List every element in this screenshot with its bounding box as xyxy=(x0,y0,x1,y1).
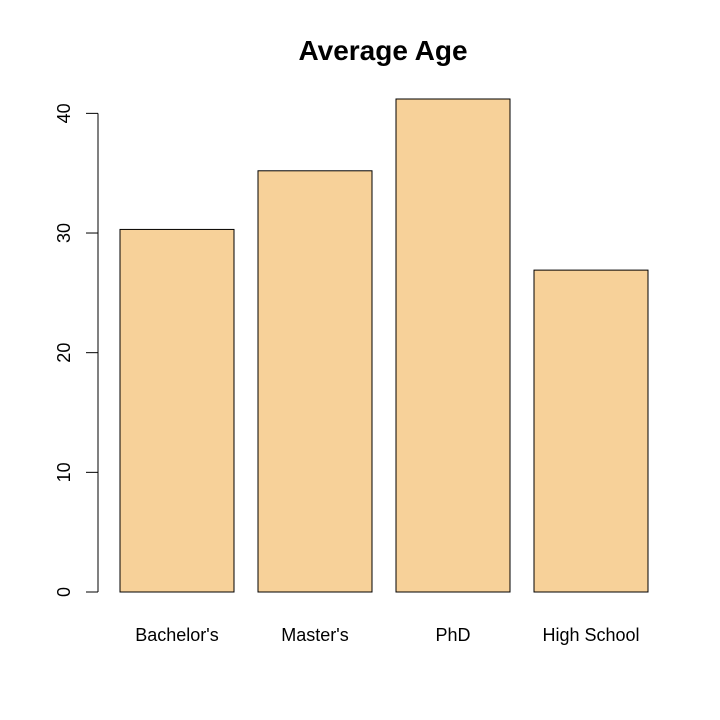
bar xyxy=(119,228,235,593)
x-category-label: Master's xyxy=(281,625,348,645)
bar xyxy=(395,98,511,593)
y-tick-label: 0 xyxy=(54,587,74,597)
bar xyxy=(257,170,373,593)
y-tick-label: 40 xyxy=(54,103,74,123)
y-tick-label: 10 xyxy=(54,462,74,482)
bars xyxy=(119,98,649,593)
x-category-label: Bachelor's xyxy=(135,625,218,645)
bar xyxy=(533,269,649,593)
y-tick-label: 20 xyxy=(54,343,74,363)
chart-title: Average Age xyxy=(298,35,467,66)
x-axis-labels: Bachelor's Master's PhD High School xyxy=(135,625,639,645)
y-tick-label: 30 xyxy=(54,223,74,243)
y-axis: 0 10 20 30 40 xyxy=(54,103,99,597)
x-category-label: High School xyxy=(542,625,639,645)
x-category-label: PhD xyxy=(435,625,470,645)
